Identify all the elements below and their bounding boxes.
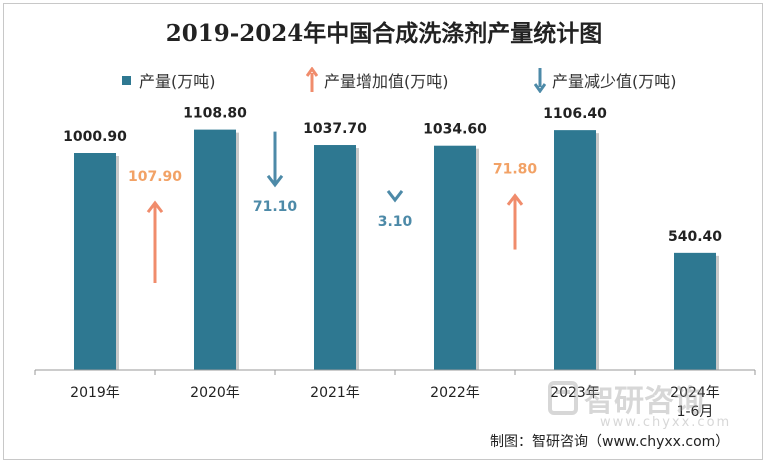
x-tick-label: 2024年 bbox=[670, 385, 720, 401]
x-tick-label: 1-6月 bbox=[677, 404, 714, 420]
decrease-arrow bbox=[266, 131, 284, 188]
source-credit: 制图：智研咨询（www.chyxx.com） bbox=[490, 434, 730, 450]
bar-3 bbox=[434, 145, 476, 370]
chart-title: 2019-2024年中国合成洗涤剂产量统计图 bbox=[165, 20, 603, 47]
increase-value-label: 71.80 bbox=[493, 162, 538, 178]
legend-item-decrease: 产量减少值(万吨) bbox=[534, 68, 677, 93]
legend-label-decrease: 产量减少值(万吨) bbox=[552, 72, 677, 91]
bar-1 bbox=[194, 129, 236, 370]
arrow-head bbox=[386, 190, 404, 203]
decrease-value-label: 71.10 bbox=[253, 199, 298, 215]
x-tick-label: 2020年 bbox=[190, 385, 240, 401]
legend-item-production: 产量(万吨) bbox=[122, 68, 216, 92]
arrow-head bbox=[506, 193, 524, 206]
legend-item-increase: 产量增加值(万吨) bbox=[306, 67, 449, 92]
x-tick-label: 2022年 bbox=[430, 385, 480, 401]
watermark-logo-icon bbox=[548, 381, 578, 415]
watermark-brand: 智研咨询 bbox=[584, 384, 704, 419]
bar-value-label: 1106.40 bbox=[543, 106, 607, 122]
bar-0 bbox=[74, 153, 116, 370]
x-tick-label: 2019年 bbox=[70, 385, 120, 401]
bar-5 bbox=[674, 252, 716, 370]
arrow-head bbox=[266, 174, 284, 188]
x-tick-label: 2023年 bbox=[550, 385, 600, 401]
legend-swatch-bar bbox=[122, 75, 131, 85]
decrease-value-label: 3.10 bbox=[378, 214, 413, 230]
bar-value-label: 540.40 bbox=[668, 229, 722, 245]
x-tick-label: 2021年 bbox=[310, 385, 360, 401]
legend-label-increase: 产量增加值(万吨) bbox=[324, 72, 449, 91]
down-arrow-icon bbox=[534, 68, 546, 93]
bar-value-label: 1037.70 bbox=[303, 121, 367, 137]
bar-value-label: 1034.60 bbox=[423, 122, 487, 138]
legend-label-production: 产量(万吨) bbox=[139, 72, 216, 91]
increase-arrow bbox=[506, 193, 524, 250]
increase-arrow bbox=[146, 200, 164, 284]
decrease-arrow bbox=[386, 190, 404, 203]
arrow-head bbox=[146, 200, 164, 214]
up-arrow-icon bbox=[306, 67, 318, 92]
watermark-logo: 智研咨询 bbox=[548, 378, 704, 419]
increase-value-label: 107.90 bbox=[128, 169, 182, 185]
watermark-url: www.chyxx.com bbox=[600, 415, 732, 430]
bar-4 bbox=[554, 130, 596, 370]
bar-value-label: 1108.80 bbox=[183, 106, 247, 122]
bar-2 bbox=[314, 145, 356, 370]
bar-value-label: 1000.90 bbox=[63, 129, 127, 145]
